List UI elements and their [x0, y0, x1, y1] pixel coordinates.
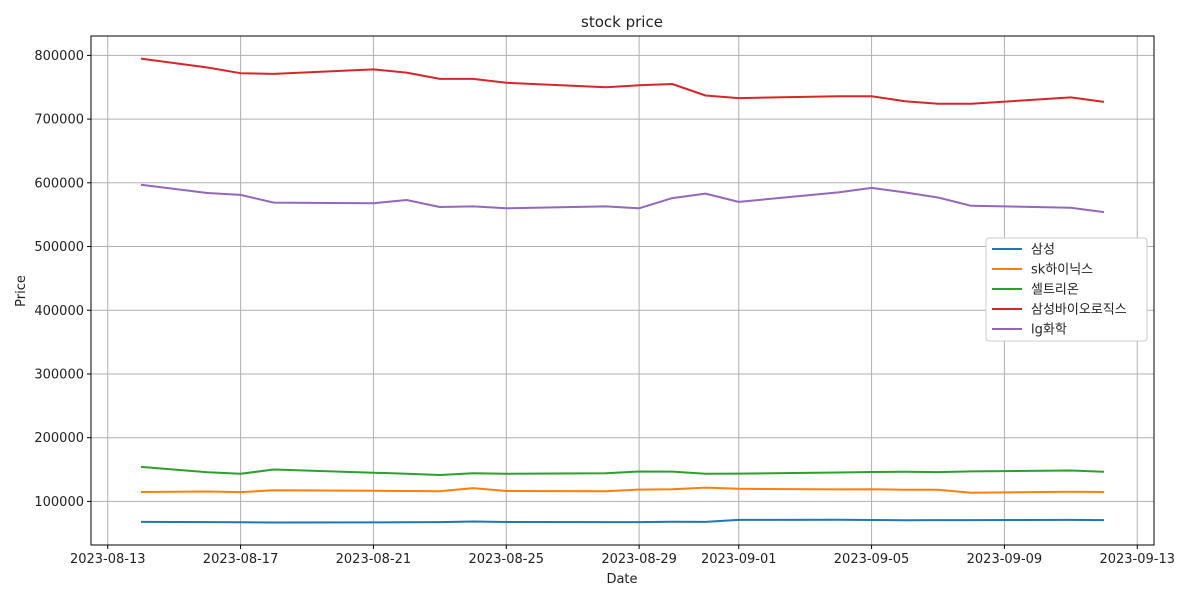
- x-axis-ticks: 2023-08-13 2023-08-17 2023-08-21 2023-08-25…: [70, 545, 1175, 567]
- x-tick-label: 2023-08-17: [203, 552, 279, 567]
- legend-label: 삼성: [1031, 243, 1055, 258]
- series-line-4: [140, 57, 1105, 105]
- series-line-2: [140, 486, 1105, 494]
- series-line-5: [140, 183, 1105, 214]
- y-tick-label: 400000: [34, 304, 84, 319]
- legend-label: 삼성바이오로직스: [1031, 303, 1127, 318]
- chart-title: stock price: [581, 13, 663, 31]
- x-tick-label: 2023-08-29: [601, 552, 677, 567]
- x-axis-label: Date: [606, 572, 637, 587]
- y-axis-ticks: 100000 200000 300000 400000 500000 600000 7000…: [34, 49, 91, 510]
- x-tick-label: 2023-09-05: [834, 552, 910, 567]
- y-tick-label: 200000: [34, 431, 84, 446]
- y-tick-label: 100000: [34, 495, 84, 510]
- plot-frame: [90, 35, 1155, 546]
- x-tick-label: 2023-08-13: [70, 552, 146, 567]
- grid-lines: [91, 36, 1154, 545]
- series-line-3: [140, 465, 1105, 476]
- legend-frame: [985, 237, 1148, 342]
- x-tick-label: 2023-09-13: [1099, 552, 1175, 567]
- y-tick-label: 700000: [34, 113, 84, 128]
- series-lines: [140, 57, 1105, 524]
- series-line-1: [140, 518, 1105, 524]
- legend-label: lg화학: [1031, 323, 1067, 338]
- x-tick-label: 2023-09-09: [967, 552, 1043, 567]
- legend-label: 셀트리온: [1031, 283, 1079, 298]
- x-tick-label: 2023-08-21: [336, 552, 412, 567]
- x-tick-label: 2023-08-25: [468, 552, 544, 567]
- y-axis-label: Price: [14, 275, 29, 307]
- y-tick-label: 600000: [34, 176, 84, 191]
- x-tick-label: 2023-09-01: [701, 552, 777, 567]
- y-tick-label: 500000: [34, 240, 84, 255]
- plot-area: [91, 36, 1154, 545]
- legend-label: sk하이닉스: [1031, 263, 1093, 278]
- y-tick-label: 800000: [34, 49, 84, 64]
- y-tick-label: 300000: [34, 367, 84, 382]
